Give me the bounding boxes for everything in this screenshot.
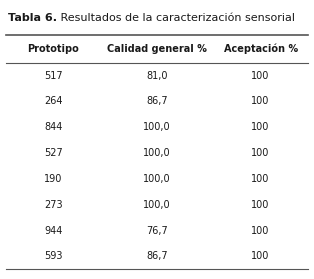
Text: 273: 273	[44, 200, 63, 210]
Text: 844: 844	[44, 122, 62, 132]
Text: 100,0: 100,0	[143, 122, 171, 132]
Text: 86,7: 86,7	[146, 97, 168, 107]
Text: 81,0: 81,0	[146, 71, 168, 81]
Text: 100: 100	[252, 200, 270, 210]
Text: 100: 100	[252, 71, 270, 81]
Text: 100: 100	[252, 122, 270, 132]
Text: 86,7: 86,7	[146, 251, 168, 261]
Text: 100,0: 100,0	[143, 200, 171, 210]
Text: 527: 527	[44, 148, 63, 158]
Text: 190: 190	[44, 174, 62, 184]
Text: 100: 100	[252, 251, 270, 261]
Text: 517: 517	[44, 71, 63, 81]
Text: Resultados de la caracterización sensorial: Resultados de la caracterización sensori…	[57, 13, 295, 23]
Text: Prototipo: Prototipo	[28, 44, 79, 54]
Text: 100: 100	[252, 148, 270, 158]
Text: 76,7: 76,7	[146, 225, 168, 235]
Text: 264: 264	[44, 97, 62, 107]
Text: 100: 100	[252, 174, 270, 184]
Text: 593: 593	[44, 251, 62, 261]
Text: 100,0: 100,0	[143, 148, 171, 158]
Text: Calidad general %: Calidad general %	[107, 44, 207, 54]
Text: 944: 944	[44, 225, 62, 235]
Text: Aceptación %: Aceptación %	[224, 44, 298, 54]
Text: 100: 100	[252, 97, 270, 107]
Text: 100,0: 100,0	[143, 174, 171, 184]
Text: 100: 100	[252, 225, 270, 235]
Text: Tabla 6.: Tabla 6.	[8, 13, 57, 23]
